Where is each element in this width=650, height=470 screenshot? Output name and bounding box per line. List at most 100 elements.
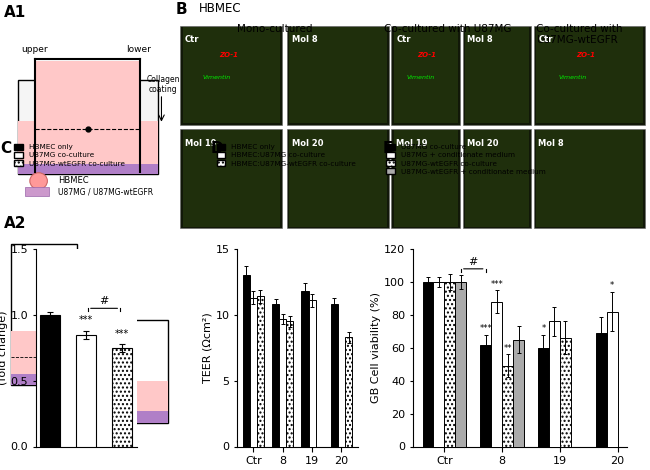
FancyBboxPatch shape (391, 129, 460, 228)
Text: HBMEC: HBMEC (199, 2, 242, 16)
Bar (112, 348, 132, 446)
Text: **: ** (503, 344, 512, 352)
Bar (279, 319, 286, 446)
FancyBboxPatch shape (394, 27, 458, 123)
FancyBboxPatch shape (10, 374, 77, 385)
Bar (250, 298, 257, 446)
FancyBboxPatch shape (105, 411, 168, 423)
Bar (560, 338, 571, 446)
Y-axis label: ZO-1 mean intensity
(fold change): ZO-1 mean intensity (fold change) (0, 290, 8, 405)
Bar (309, 300, 316, 446)
FancyBboxPatch shape (180, 26, 282, 125)
FancyBboxPatch shape (180, 129, 282, 228)
Y-axis label: GB Cell viability (%): GB Cell viability (%) (371, 292, 381, 403)
Text: upper: upper (21, 45, 47, 54)
Text: Ctr: Ctr (185, 35, 200, 44)
Text: Mono-cultured: Mono-cultured (237, 24, 313, 33)
FancyBboxPatch shape (465, 27, 529, 123)
Text: Collagen
coating: Collagen coating (146, 75, 180, 94)
Text: D: D (211, 141, 224, 156)
Text: Mol 8: Mol 8 (467, 35, 493, 44)
Text: HBMEC: HBMEC (58, 176, 88, 186)
Bar (242, 275, 250, 446)
Bar (595, 333, 606, 446)
Text: ZO-1: ZO-1 (576, 53, 595, 58)
Bar (422, 282, 434, 446)
Bar (40, 315, 60, 446)
Bar (445, 282, 456, 446)
FancyBboxPatch shape (463, 26, 532, 125)
Bar (76, 335, 96, 446)
Legend: U87MG co-culture, U87MG + conditionate medium, U87MG-wtEGFR co-culture, U87MG-wt: U87MG co-culture, U87MG + conditionate m… (386, 144, 545, 175)
Bar (502, 366, 513, 446)
Text: Co-cultured with U87MG: Co-cultured with U87MG (384, 24, 512, 33)
Bar (513, 339, 524, 446)
FancyBboxPatch shape (394, 130, 458, 227)
Text: #: # (99, 296, 109, 306)
Bar (456, 282, 466, 446)
FancyBboxPatch shape (465, 130, 529, 227)
Text: *: * (610, 281, 614, 290)
Text: Mol 19: Mol 19 (396, 139, 428, 148)
Text: Mol 19: Mol 19 (185, 139, 216, 148)
FancyBboxPatch shape (18, 80, 158, 174)
FancyBboxPatch shape (10, 331, 77, 374)
Bar (272, 305, 279, 446)
Bar (538, 348, 549, 446)
Text: Vimentin: Vimentin (203, 75, 231, 80)
Bar (331, 305, 338, 446)
Text: ***: *** (115, 329, 129, 338)
FancyBboxPatch shape (35, 61, 140, 127)
FancyBboxPatch shape (287, 26, 389, 125)
Text: Ctr: Ctr (538, 35, 553, 44)
Text: A1: A1 (3, 5, 26, 20)
Bar (345, 337, 352, 446)
Text: Mol 8: Mol 8 (292, 35, 317, 44)
Text: ***: *** (490, 280, 503, 289)
Ellipse shape (30, 172, 47, 189)
Legend: HBMEC only, U87MG co-culture, U87MG-wtEGFR co-culture: HBMEC only, U87MG co-culture, U87MG-wtEG… (14, 144, 125, 166)
Text: ZO-1: ZO-1 (219, 53, 238, 58)
Text: ***: *** (79, 315, 93, 325)
Text: Mol 20: Mol 20 (467, 139, 499, 148)
FancyBboxPatch shape (534, 26, 645, 125)
FancyBboxPatch shape (289, 130, 387, 227)
FancyBboxPatch shape (25, 187, 49, 196)
FancyBboxPatch shape (536, 130, 643, 227)
Text: Vimentin: Vimentin (558, 75, 586, 80)
Text: Co-cultured with
U87MG-wtEGFR: Co-cultured with U87MG-wtEGFR (536, 24, 623, 45)
Text: E: E (383, 141, 393, 156)
Text: Ctr: Ctr (396, 35, 411, 44)
Legend: HBMEC only, HBMEC:U87MG co-culture, HBMEC:U87MG-wtEGFR co-culture: HBMEC only, HBMEC:U87MG co-culture, HBME… (217, 144, 356, 166)
Text: C: C (1, 141, 12, 156)
FancyBboxPatch shape (287, 129, 389, 228)
FancyBboxPatch shape (289, 27, 387, 123)
Text: A2: A2 (3, 216, 26, 231)
Text: lower: lower (126, 45, 151, 54)
Text: Vimentin: Vimentin (406, 75, 435, 80)
FancyBboxPatch shape (18, 164, 158, 174)
Bar (491, 302, 502, 446)
FancyBboxPatch shape (105, 381, 168, 411)
Bar (606, 312, 618, 446)
FancyBboxPatch shape (18, 121, 158, 164)
Bar (286, 321, 293, 446)
Text: B: B (176, 2, 187, 17)
Bar (302, 291, 309, 446)
Text: ***: *** (479, 324, 492, 333)
FancyBboxPatch shape (463, 129, 532, 228)
Bar (480, 345, 491, 446)
Text: Mol 20: Mol 20 (292, 139, 323, 148)
Bar (549, 321, 560, 446)
FancyBboxPatch shape (391, 26, 460, 125)
Text: U87MG / U87MG-wtEGFR: U87MG / U87MG-wtEGFR (58, 187, 153, 196)
Bar (257, 297, 264, 446)
Text: ZO-1: ZO-1 (417, 53, 437, 58)
Text: #: # (469, 257, 478, 267)
Text: *: * (541, 324, 545, 333)
Text: Mol 8: Mol 8 (538, 139, 564, 148)
FancyBboxPatch shape (183, 130, 280, 227)
FancyBboxPatch shape (183, 27, 280, 123)
FancyBboxPatch shape (534, 129, 645, 228)
Y-axis label: TEER (Ωcm²): TEER (Ωcm²) (203, 313, 213, 383)
